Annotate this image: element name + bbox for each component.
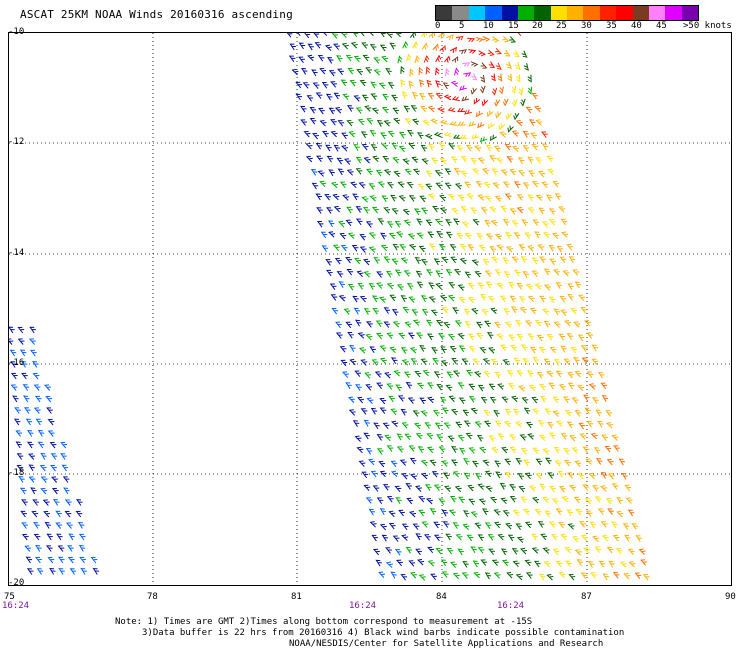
colorbar-label: 10 (483, 21, 494, 31)
lon-label: 78 (147, 592, 158, 602)
colorbar-swatch (681, 6, 698, 20)
colorbar-swatch (648, 6, 666, 20)
pass-time-label: 16:24 (497, 601, 525, 611)
colorbar-swatch (452, 6, 469, 20)
note-line-2: 3)Data buffer is 22 hrs from 20160316 4)… (142, 628, 625, 638)
colorbar-swatch (665, 6, 682, 20)
colorbar-swatch (583, 6, 600, 20)
colorbar-label: 20 (532, 21, 543, 31)
lon-label: 81 (291, 592, 302, 602)
lat-label: -20 (8, 578, 25, 588)
colorbar-label: 5 (459, 21, 465, 31)
map-title: ASCAT 25KM NOAA Winds 20160316 ascending (20, 8, 293, 21)
note-line-1: Note: 1) Times are GMT 2)Times along bot… (115, 617, 533, 627)
pass-time-label: 16:24 (349, 601, 377, 611)
colorbar-label: 15 (508, 21, 519, 31)
wind-barb-map[interactable] (8, 32, 732, 586)
lat-label: -16 (8, 358, 25, 368)
colorbar-swatch (599, 6, 617, 20)
colorbar-swatch (632, 6, 649, 20)
colorbar-label: 35 (606, 21, 617, 31)
lon-label: 84 (436, 592, 447, 602)
colorbar-label: >50 knots (683, 21, 732, 31)
lat-label: -18 (8, 468, 25, 478)
map-canvas (9, 33, 731, 585)
colorbar-swatch (616, 6, 633, 20)
wind-speed-colorbar (435, 5, 699, 21)
colorbar-swatch (468, 6, 486, 20)
lon-label: 90 (725, 592, 736, 602)
colorbar-swatch (436, 6, 453, 20)
lon-label: 75 (4, 592, 15, 602)
pass-time-label: 16:24 (2, 601, 30, 611)
colorbar-label: 40 (631, 21, 642, 31)
colorbar-label: 0 (435, 21, 441, 31)
colorbar-swatch (501, 6, 518, 20)
colorbar-label: 30 (581, 21, 592, 31)
colorbar-label: 45 (656, 21, 667, 31)
colorbar-swatch (567, 6, 584, 20)
colorbar-swatch (517, 6, 535, 20)
lat-label: -10 (8, 27, 25, 37)
lon-label: 87 (581, 592, 592, 602)
colorbar-swatch (550, 6, 567, 20)
wind-barbs (9, 33, 650, 581)
colorbar-label: 25 (556, 21, 567, 31)
colorbar-swatch (485, 6, 502, 20)
note-line-3: NOAA/NESDIS/Center for Satellite Applica… (289, 639, 604, 649)
lat-label: -14 (8, 248, 25, 258)
lat-label: -12 (8, 137, 25, 147)
colorbar-swatch (534, 6, 551, 20)
